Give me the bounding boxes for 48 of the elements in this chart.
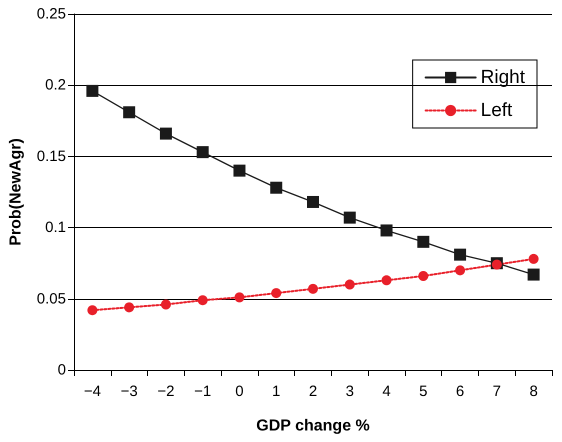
point — [454, 248, 466, 261]
x-axis-title: GDP change % — [256, 418, 370, 434]
point — [234, 292, 244, 302]
point — [123, 106, 136, 118]
x-tick-label: 0 — [235, 383, 244, 400]
point — [87, 305, 98, 316]
point — [308, 284, 318, 294]
x-tick-label: −4 — [84, 383, 101, 400]
point — [270, 182, 282, 194]
point — [417, 236, 430, 248]
point — [86, 84, 98, 97]
point — [160, 128, 172, 140]
y-tick-label: 0.25 — [36, 6, 66, 22]
point — [455, 265, 466, 276]
x-tick-label: 6 — [456, 383, 464, 400]
y-tick-label: 0.1 — [45, 219, 66, 236]
x-tick-label: −2 — [157, 383, 174, 400]
y-axis-title: Prob(NewAgr) — [8, 138, 24, 246]
point — [196, 146, 209, 158]
point — [344, 212, 356, 224]
point — [380, 224, 393, 236]
point — [528, 268, 540, 281]
x-tick-label: 7 — [492, 383, 502, 400]
point — [271, 288, 282, 298]
point — [528, 254, 539, 264]
legend-label: Right — [480, 67, 526, 88]
point — [492, 260, 502, 270]
point — [307, 196, 319, 208]
point — [198, 295, 208, 306]
point — [382, 275, 392, 286]
x-tick-label: 5 — [419, 383, 428, 400]
x-tick-label: −3 — [120, 383, 138, 400]
legend-label: Left — [480, 100, 514, 121]
x-tick-label: 2 — [308, 383, 318, 400]
point — [124, 302, 134, 312]
x-tick-label: 1 — [272, 383, 280, 400]
x-tick-label: 8 — [529, 383, 538, 400]
y-tick-label: 0.05 — [36, 290, 66, 308]
point — [160, 300, 171, 310]
y-tick-label: 0.2 — [45, 76, 66, 94]
point — [418, 271, 428, 282]
y-tick-label: 0 — [58, 362, 66, 378]
x-tick-label: −1 — [194, 383, 212, 400]
y-tick-label: 0.15 — [36, 148, 66, 165]
point — [233, 164, 246, 177]
point — [344, 280, 355, 290]
x-tick-label: 3 — [346, 383, 354, 400]
x-tick-label: 4 — [382, 383, 391, 400]
